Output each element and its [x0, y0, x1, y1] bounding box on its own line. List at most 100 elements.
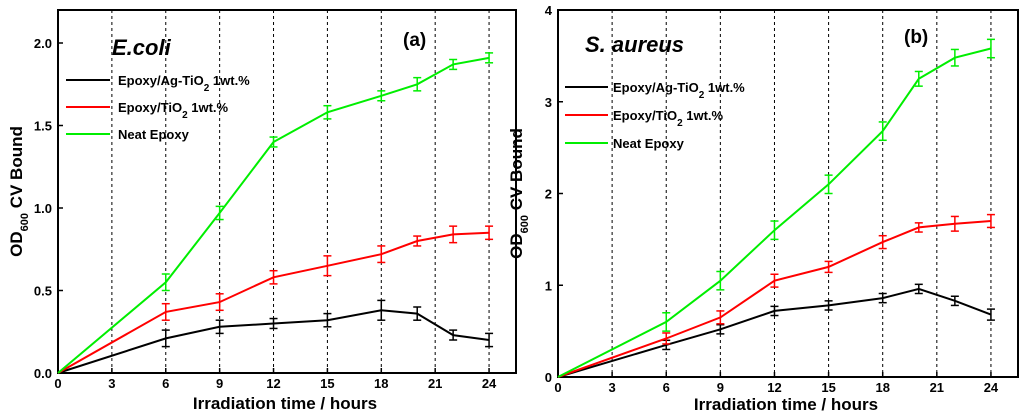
x-tick-label: 18: [875, 380, 889, 395]
organism-label: S. aureus: [585, 32, 684, 57]
error-bar: [413, 76, 422, 92]
legend-label: Neat Epoxy: [118, 127, 190, 142]
error-bar: [878, 234, 887, 250]
panel-label: (a): [403, 30, 426, 51]
error-bar: [950, 48, 959, 67]
x-tick-label: 12: [266, 376, 280, 391]
error-bar: [269, 317, 278, 330]
error-bar: [215, 205, 224, 221]
legend-entry: Epoxy/TiO2 1wt.%: [66, 100, 229, 121]
x-axis-title: Irradiation time / hours: [193, 394, 377, 413]
error-bar: [986, 38, 995, 59]
x-tick-label: 9: [717, 380, 724, 395]
error-bar: [716, 270, 725, 291]
error-bar: [986, 308, 995, 321]
y-tick-label: 0: [545, 370, 552, 385]
panel-label: (b): [904, 27, 928, 48]
error-bar: [323, 255, 332, 277]
x-tick-label: 18: [374, 376, 388, 391]
error-bar: [770, 273, 779, 288]
error-bar: [449, 58, 458, 71]
y-axis-title: OD600 CV Bound: [7, 126, 31, 257]
x-tick-label: 0: [554, 380, 561, 395]
error-bar: [269, 269, 278, 285]
y-tick-label: 4: [545, 3, 553, 18]
y-tick-label: 2.0: [34, 36, 52, 51]
error-bar: [485, 52, 494, 64]
error-bar: [950, 295, 959, 307]
error-bar: [824, 174, 833, 195]
x-tick-label: 3: [609, 380, 616, 395]
error-bar: [377, 299, 386, 321]
error-bar: [413, 235, 422, 247]
x-tick-label: 24: [984, 380, 999, 395]
series-line: [557, 287, 992, 378]
error-bar: [986, 213, 995, 229]
y-tick-label: 1: [545, 278, 552, 293]
error-bar: [269, 136, 278, 148]
error-bar: [377, 90, 386, 102]
error-bar: [770, 305, 779, 317]
x-tick-label: 6: [663, 380, 670, 395]
y-tick-label: 0.5: [34, 284, 52, 299]
legend-label: Epoxy/TiO2 1wt.%: [118, 100, 229, 121]
x-tick-label: 24: [482, 376, 497, 391]
x-tick-label: 12: [767, 380, 781, 395]
legend-entry: Epoxy/Ag-TiO2 1wt.%: [66, 73, 250, 94]
organism-label: E.coli: [112, 35, 172, 60]
y-tick-label: 1.5: [34, 119, 52, 134]
x-tick-label: 15: [821, 380, 835, 395]
legend-entry: Epoxy/Ag-TiO2 1wt.%: [565, 80, 745, 101]
plot-frame: [557, 9, 1019, 378]
error-bar: [878, 121, 887, 142]
error-bar: [449, 329, 458, 341]
error-bar: [662, 312, 671, 332]
x-tick-label: 21: [930, 380, 944, 395]
error-bar: [161, 329, 170, 348]
x-tick-label: 0: [54, 376, 61, 391]
error-bar: [323, 104, 332, 120]
error-bar: [770, 220, 779, 241]
legend-label: Epoxy/Ag-TiO2 1wt.%: [613, 80, 745, 101]
error-bar: [215, 319, 224, 335]
error-bar: [878, 292, 887, 304]
y-tick-label: 2: [545, 187, 552, 202]
x-tick-label: 9: [216, 376, 223, 391]
error-bar: [914, 222, 923, 233]
error-bar: [950, 215, 959, 232]
error-bar: [377, 245, 386, 264]
legend-label: Epoxy/TiO2 1wt.%: [613, 108, 724, 129]
y-axis-title: OD600 CV Bound: [507, 128, 531, 259]
error-bar: [914, 70, 923, 87]
series-line: [557, 47, 992, 378]
error-bar: [323, 312, 332, 328]
y-tick-label: 3: [545, 95, 552, 110]
error-bar: [914, 283, 923, 295]
x-tick-label: 3: [108, 376, 115, 391]
error-bar: [413, 306, 422, 321]
y-tick-label: 1.0: [34, 201, 52, 216]
legend-entry: Neat Epoxy: [66, 127, 190, 142]
legend-label: Neat Epoxy: [613, 136, 685, 151]
x-tick-label: 21: [428, 376, 442, 391]
plot-frame: [57, 9, 517, 374]
error-bar: [824, 300, 833, 311]
y-tick-label: 0.0: [34, 366, 52, 381]
error-bar: [716, 310, 725, 325]
x-tick-label: 15: [320, 376, 334, 391]
error-bar: [662, 332, 671, 345]
x-axis-title: Irradiation time / hours: [694, 395, 878, 414]
error-bar: [161, 273, 170, 292]
legend-label: Epoxy/Ag-TiO2 1wt.%: [118, 73, 250, 94]
legend-entry: Epoxy/TiO2 1wt.%: [565, 108, 724, 129]
error-bar: [449, 225, 458, 244]
chart-panel-1: 0 3 6 9 12 15 18 21 24 0.0 0.5 1.0 1.5 2.0 Irradiation…: [7, 9, 517, 413]
error-bar: [824, 260, 833, 274]
x-tick-label: 6: [162, 376, 169, 391]
error-bar: [215, 293, 224, 312]
error-bar: [485, 225, 494, 241]
error-bar: [716, 323, 725, 335]
legend-entry: Neat Epoxy: [565, 136, 685, 151]
